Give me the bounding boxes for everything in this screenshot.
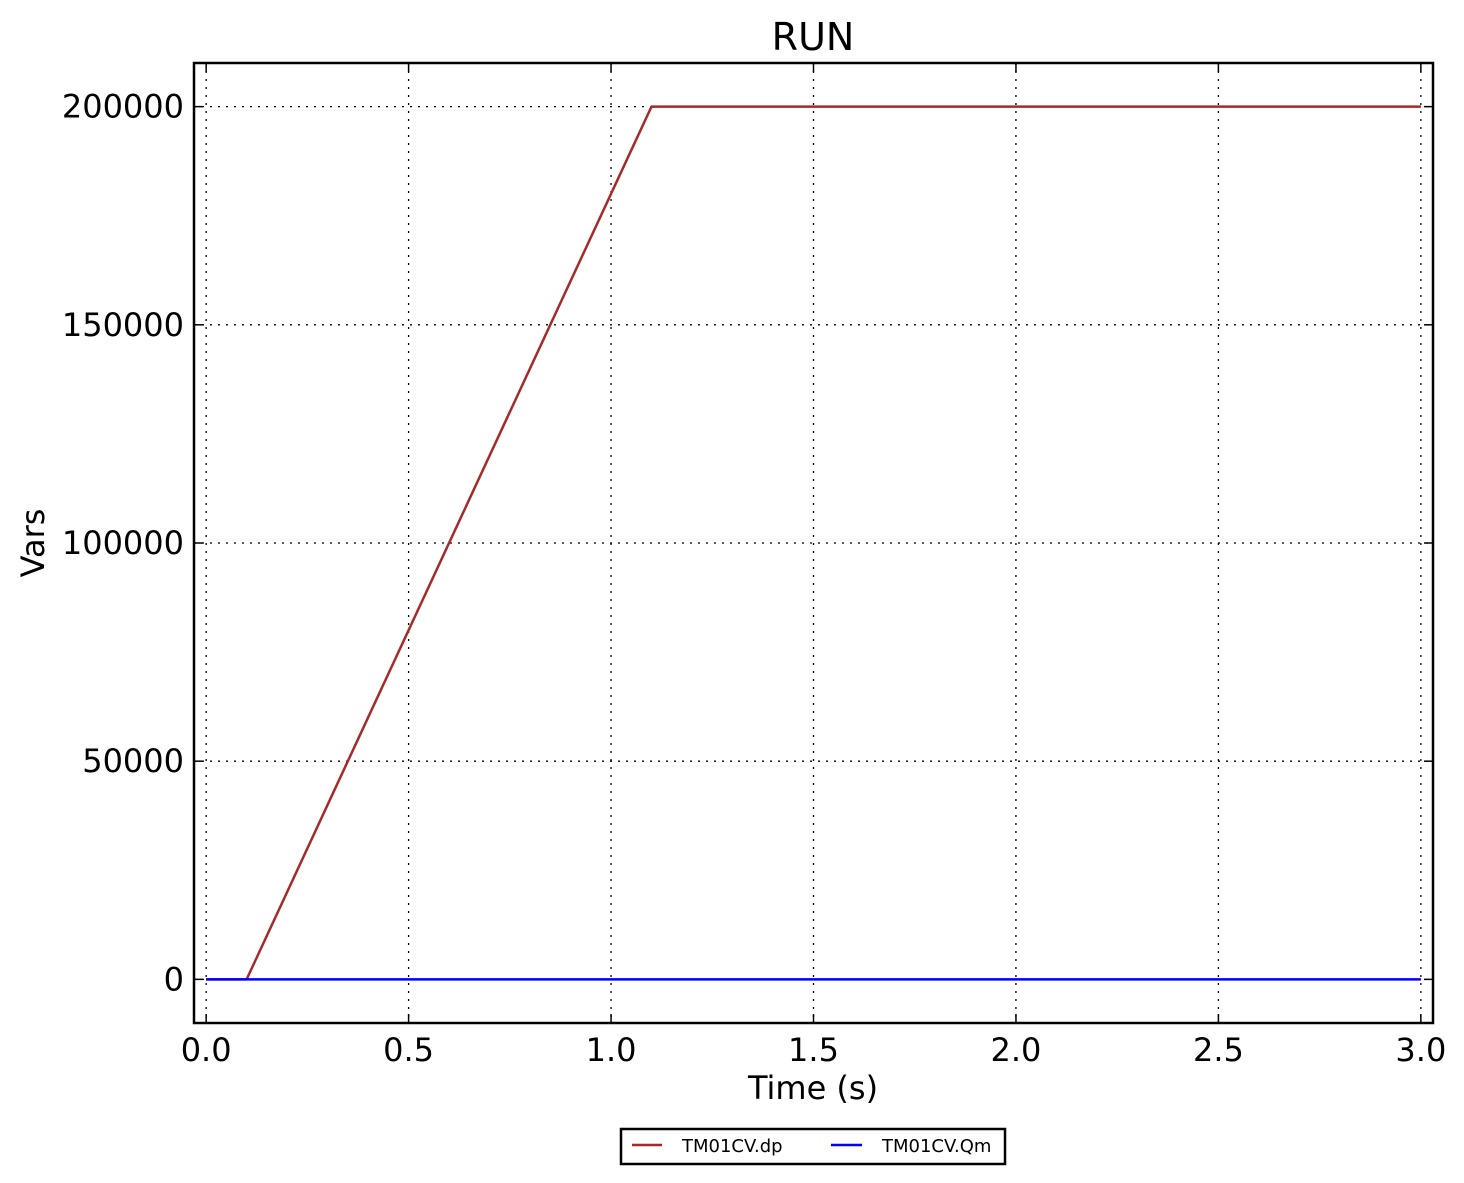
x-tick-label: 2.5 <box>1193 1031 1244 1069</box>
y-tick-label: 0 <box>164 960 184 998</box>
y-axis-label: Vars <box>14 509 52 578</box>
legend-label-tm01cv-qm: TM01CV.Qm <box>881 1136 991 1157</box>
x-tick-label: 1.5 <box>788 1031 839 1069</box>
chart-title: RUN <box>772 15 855 59</box>
x-tick-label: 0.5 <box>383 1031 434 1069</box>
axis-ticks <box>194 63 1433 1023</box>
legend-frame <box>619 1127 1007 1166</box>
x-tick-label: 2.0 <box>991 1031 1042 1069</box>
x-tick-label: 1.0 <box>586 1031 637 1069</box>
x-axis-tick-labels: 0.0 0.5 1.0 1.5 2.0 2.5 3.0 <box>181 1031 1447 1069</box>
legend: TM01CV.dp TM01CV.Qm <box>619 1127 1007 1166</box>
y-tick-label: 150000 <box>62 306 184 344</box>
y-tick-label: 50000 <box>82 742 184 780</box>
y-tick-label: 200000 <box>62 88 184 126</box>
series-lines <box>206 105 1421 981</box>
x-axis-label: Time (s) <box>747 1069 878 1107</box>
y-tick-label: 100000 <box>62 524 184 562</box>
x-tick-label: 0.0 <box>181 1031 232 1069</box>
x-tick-label: 3.0 <box>1395 1031 1446 1069</box>
legend-label-tm01cv-dp: TM01CV.dp <box>681 1136 783 1157</box>
y-axis-tick-labels: 0 50000 100000 150000 200000 <box>62 88 184 999</box>
